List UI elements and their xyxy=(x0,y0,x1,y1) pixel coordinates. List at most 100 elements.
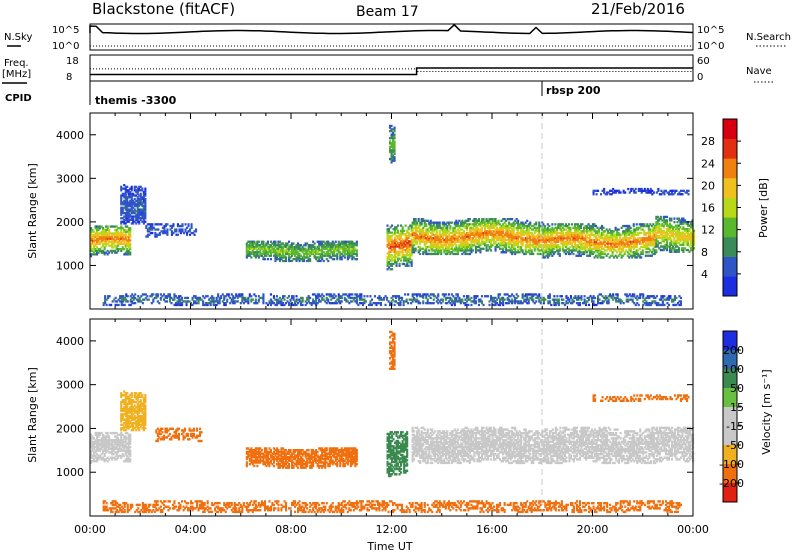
power-cell xyxy=(586,226,589,229)
power-cell xyxy=(435,249,438,252)
power-cell xyxy=(104,300,107,303)
power-cell xyxy=(444,228,447,231)
power-cell xyxy=(456,224,459,228)
power-cell xyxy=(685,235,688,238)
power-cell xyxy=(352,256,355,259)
power-cell xyxy=(592,228,595,231)
power-cell xyxy=(90,253,93,256)
power-cell xyxy=(643,237,646,240)
power-cell xyxy=(414,247,417,250)
power-cell xyxy=(664,222,667,226)
power-cell xyxy=(680,217,683,220)
power-cell xyxy=(587,233,590,236)
power-cell xyxy=(306,252,309,256)
power-cell xyxy=(607,230,610,233)
power-cell xyxy=(315,247,318,250)
power-cell xyxy=(632,235,635,238)
power-cell xyxy=(637,231,640,235)
power-cell xyxy=(659,217,662,220)
power-cell xyxy=(406,257,409,260)
power-cell xyxy=(635,240,638,243)
power-cell xyxy=(97,228,100,232)
power-cell xyxy=(688,236,691,239)
power-cell xyxy=(274,258,277,261)
power-cell xyxy=(480,219,483,222)
power-cell xyxy=(485,247,488,250)
power-cell xyxy=(447,223,450,226)
power-cell xyxy=(96,249,99,253)
power-cell xyxy=(128,303,131,307)
power-cell xyxy=(640,256,643,259)
power-cell xyxy=(508,233,511,236)
power-cell xyxy=(569,237,572,240)
power-cell xyxy=(181,298,184,301)
power-cell xyxy=(485,245,488,249)
power-cell xyxy=(130,206,133,209)
power-cell xyxy=(511,251,514,254)
power-cell xyxy=(437,238,440,242)
power-cell xyxy=(680,221,683,224)
power-cell xyxy=(102,227,105,230)
power-cell xyxy=(127,218,130,222)
power-cell xyxy=(247,252,250,256)
power-cell xyxy=(393,156,396,159)
power-cell xyxy=(410,224,413,227)
power-cell xyxy=(245,249,248,252)
power-cell xyxy=(485,237,488,240)
power-cell xyxy=(175,228,178,231)
power-cell xyxy=(321,240,324,243)
power-cell xyxy=(598,249,601,252)
power-cell xyxy=(590,249,593,252)
power-cell xyxy=(558,245,561,249)
power-cell xyxy=(465,249,468,252)
power-cell xyxy=(406,248,409,252)
power-cell xyxy=(581,233,584,236)
power-cell xyxy=(120,234,123,237)
power-cell xyxy=(167,295,170,298)
power-cell xyxy=(90,230,93,233)
power-cell xyxy=(122,303,125,307)
power-cell xyxy=(111,234,114,237)
power-cell xyxy=(416,221,419,224)
power-cell xyxy=(680,235,683,238)
power-cell xyxy=(310,252,313,256)
power-cell xyxy=(620,240,623,243)
power-cell xyxy=(97,242,100,246)
power-cell xyxy=(139,185,142,188)
power-cell xyxy=(386,224,389,227)
power-cell xyxy=(453,221,456,224)
power-cell xyxy=(551,249,554,252)
power-cell xyxy=(417,226,420,229)
power-cell xyxy=(132,215,135,218)
power-cell xyxy=(505,238,508,242)
power-cell xyxy=(360,293,363,296)
power-cell xyxy=(126,217,129,220)
power-cell xyxy=(564,223,567,226)
power-cell xyxy=(130,204,133,208)
power-cell xyxy=(416,235,419,238)
power-cell xyxy=(316,247,319,250)
power-cell xyxy=(589,249,592,252)
power-cell xyxy=(444,249,447,252)
power-cell xyxy=(132,211,135,215)
power-cell xyxy=(159,296,162,300)
power-cell xyxy=(124,189,127,192)
power-cell xyxy=(419,237,422,240)
power-cell xyxy=(456,293,459,296)
power-cell xyxy=(312,251,315,254)
power-cell xyxy=(393,159,396,162)
power-cell xyxy=(265,254,268,257)
power-cell xyxy=(366,295,369,298)
power-cell xyxy=(552,231,555,235)
power-cell xyxy=(684,238,687,241)
power-cell xyxy=(291,249,294,252)
power-cell xyxy=(558,249,561,252)
power-cell xyxy=(138,204,141,208)
power-cell xyxy=(191,296,194,300)
power-cell xyxy=(275,251,278,254)
power-cell xyxy=(629,230,632,233)
power-cell xyxy=(613,240,616,243)
power-cell xyxy=(121,201,124,204)
power-cell xyxy=(111,246,114,249)
